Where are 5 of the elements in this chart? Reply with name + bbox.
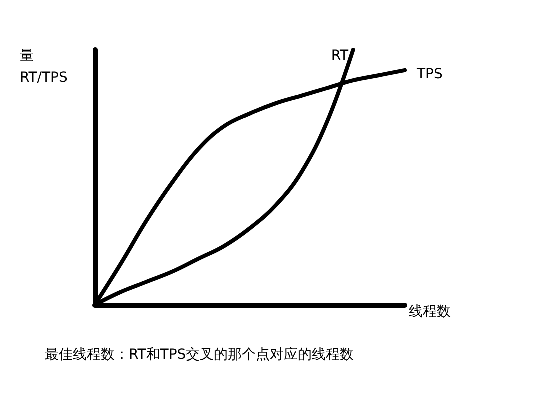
x-axis-title: 线程数 (409, 304, 451, 320)
y-axis-title: 量 RT/TPS (20, 48, 68, 86)
series-label: RT (331, 48, 350, 64)
text: 最佳线程数：RT和TPS交叉的那个点对应的线程数 (45, 347, 354, 363)
series-label: TPS (416, 66, 443, 82)
